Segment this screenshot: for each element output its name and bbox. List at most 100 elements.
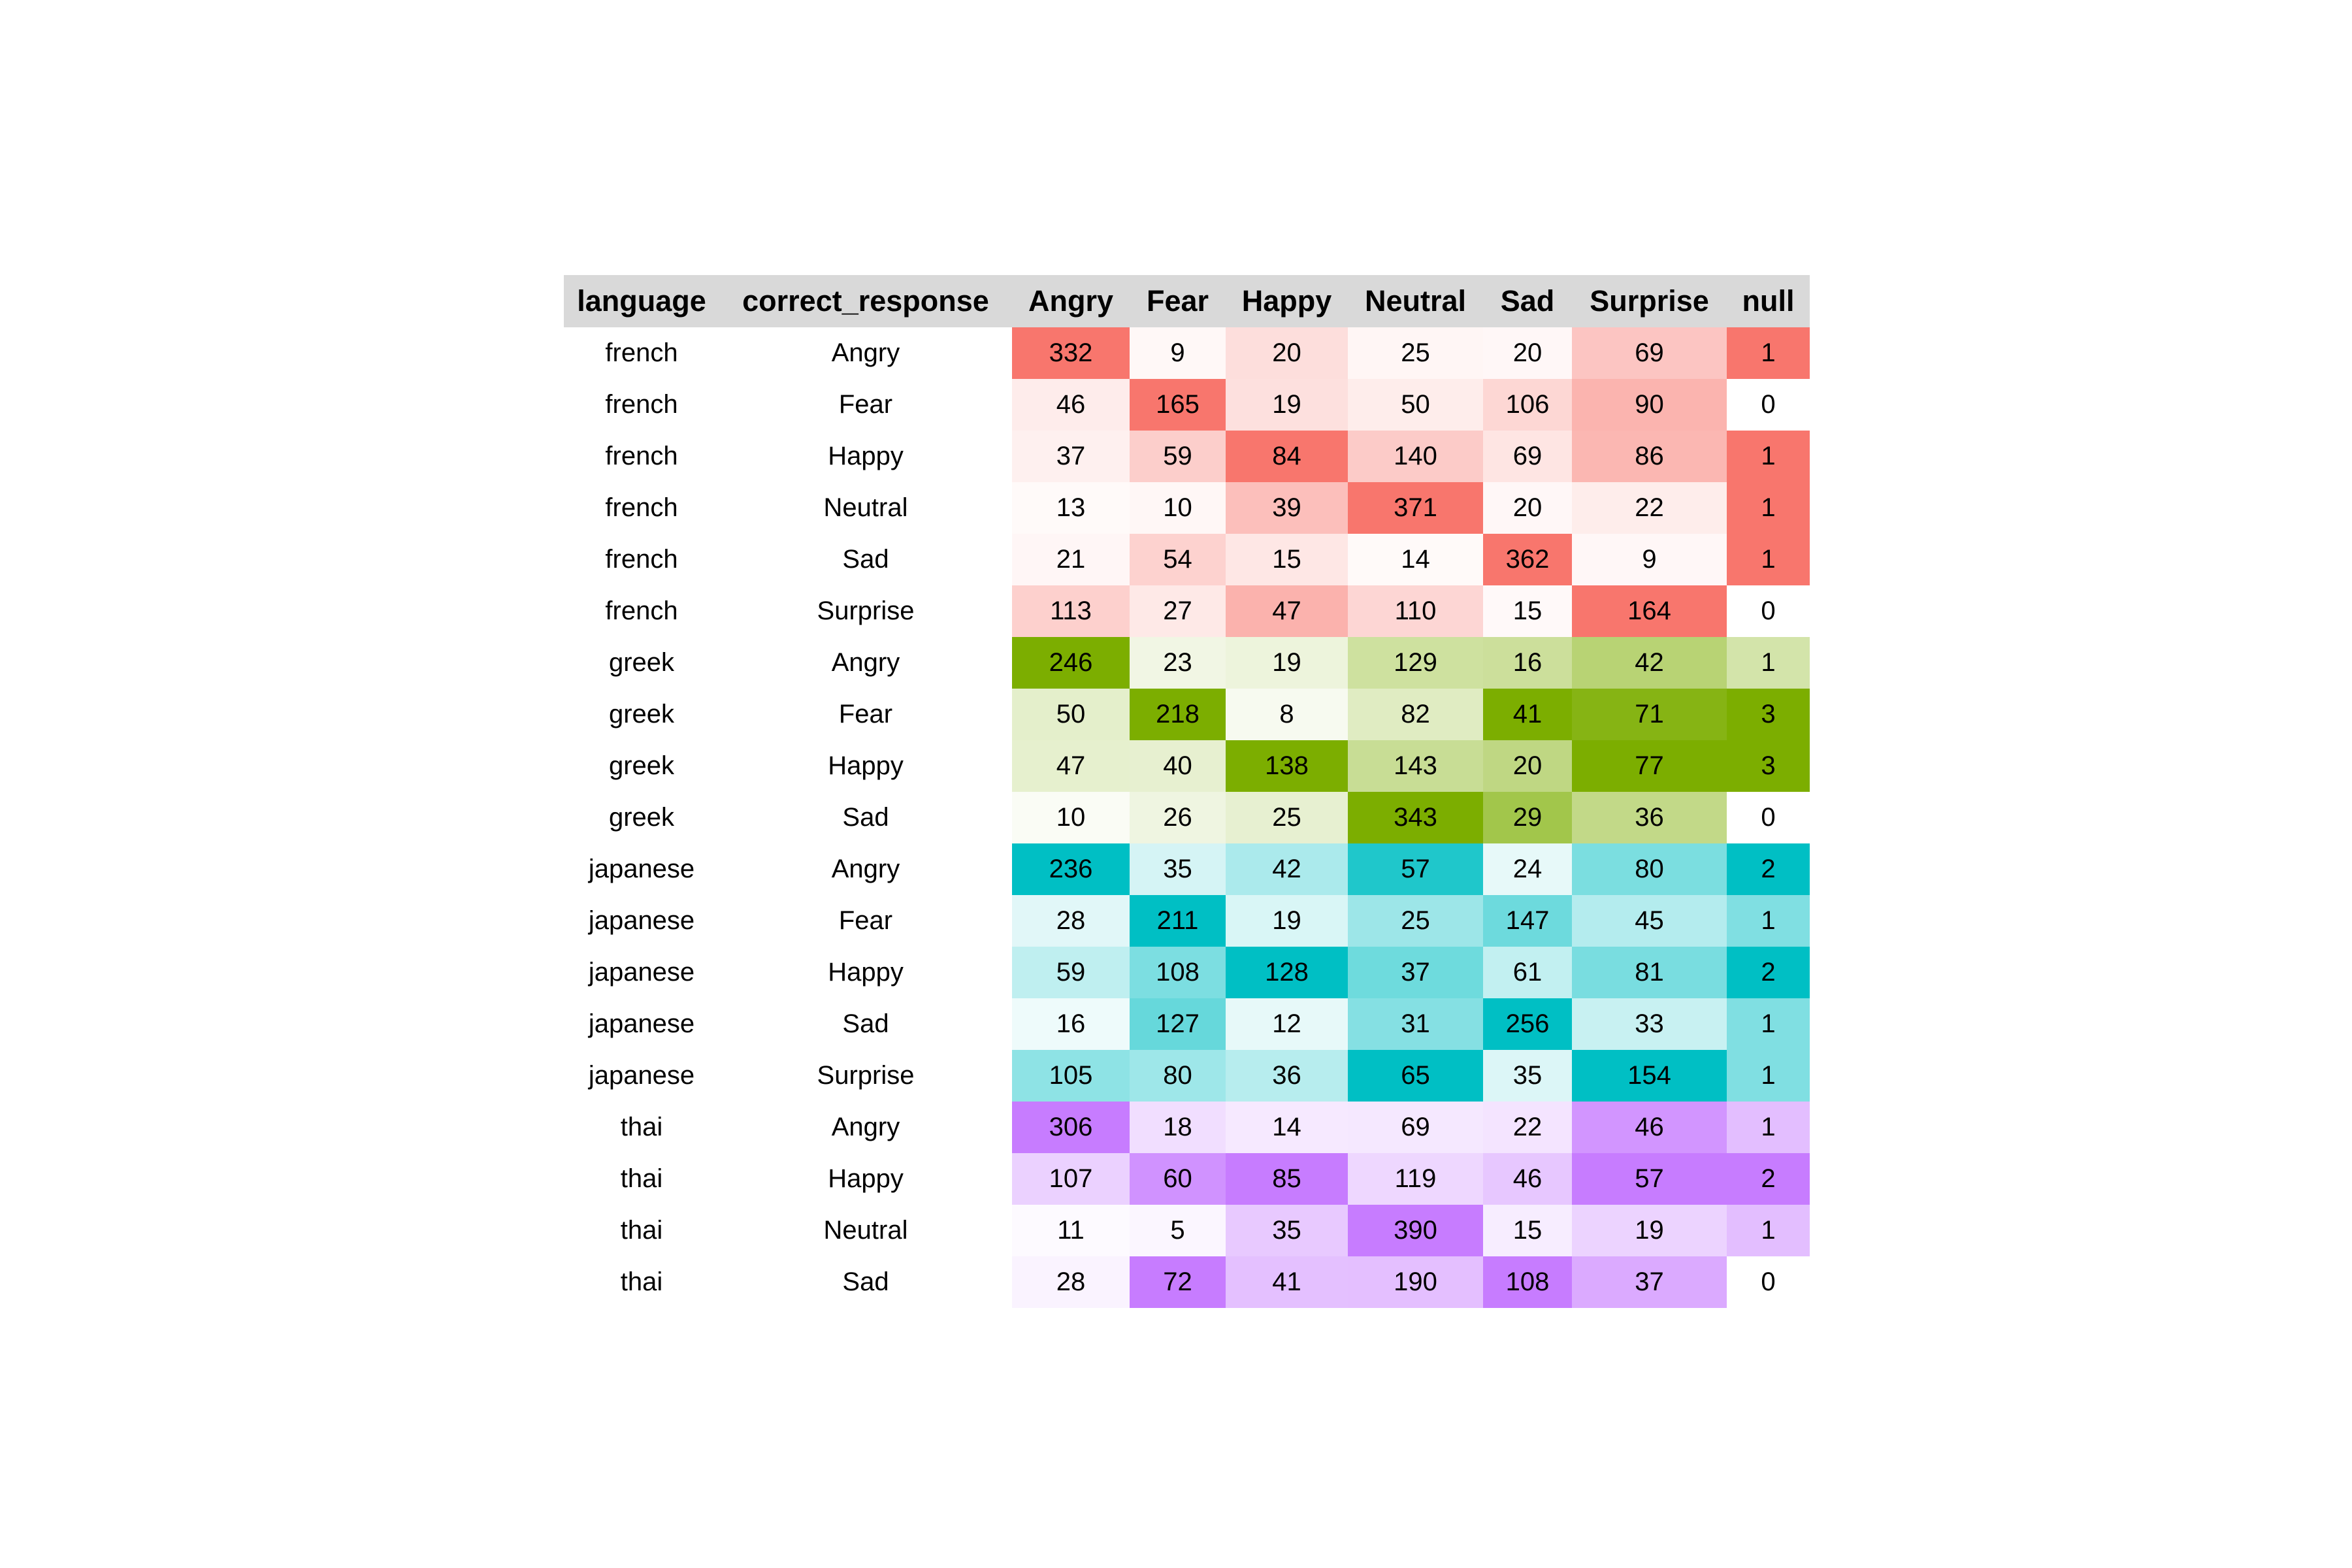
table-row: greek Happy 47 40 138 143 20 77 3 bbox=[564, 740, 1810, 792]
correct-response-cell: Surprise bbox=[817, 596, 915, 625]
heat-cell-happy: 39 bbox=[1226, 482, 1348, 534]
heat-cell-null: 0 bbox=[1727, 792, 1810, 843]
table-row: japanese Sad 16 127 12 31 256 33 1 bbox=[564, 998, 1810, 1050]
heat-cell-surprise: 81 bbox=[1572, 947, 1727, 998]
heat-cell-sad: 16 bbox=[1483, 637, 1572, 689]
heat-cell-neutral: 129 bbox=[1348, 637, 1483, 689]
table-row: japanese Angry 236 35 42 57 24 80 2 bbox=[564, 843, 1810, 895]
heat-cell-fear: 211 bbox=[1130, 895, 1226, 947]
heat-cell-angry: 306 bbox=[1012, 1102, 1130, 1153]
heat-cell-angry: 11 bbox=[1012, 1205, 1130, 1256]
heat-cell-surprise: 33 bbox=[1572, 998, 1727, 1050]
heat-cell-neutral: 371 bbox=[1348, 482, 1483, 534]
header-row: language correct_response Angry Fear Happy Ne… bbox=[564, 275, 1810, 327]
heat-cell-surprise: 45 bbox=[1572, 895, 1727, 947]
heat-cell-neutral: 69 bbox=[1348, 1102, 1483, 1153]
heat-cell-sad: 41 bbox=[1483, 689, 1572, 740]
language-cell: greek bbox=[608, 803, 675, 832]
language-cell: japanese bbox=[588, 1061, 695, 1090]
table-row: french Neutral 13 10 39 371 20 22 1 bbox=[564, 482, 1810, 534]
heat-cell-null: 2 bbox=[1727, 843, 1810, 895]
heat-cell-null: 1 bbox=[1727, 1205, 1810, 1256]
language-cell: french bbox=[605, 442, 678, 470]
heat-cell-angry: 28 bbox=[1012, 1256, 1130, 1308]
column-header-fear: Fear bbox=[1146, 284, 1209, 318]
heat-cell-neutral: 57 bbox=[1348, 843, 1483, 895]
heat-cell-neutral: 31 bbox=[1348, 998, 1483, 1050]
heat-cell-surprise: 57 bbox=[1572, 1153, 1727, 1205]
heat-cell-surprise: 9 bbox=[1572, 534, 1727, 585]
table-row: greek Sad 10 26 25 343 29 36 0 bbox=[564, 792, 1810, 843]
heat-cell-angry: 246 bbox=[1012, 637, 1130, 689]
language-cell: french bbox=[605, 390, 678, 419]
heat-cell-sad: 35 bbox=[1483, 1050, 1572, 1102]
correct-response-cell: Happy bbox=[828, 751, 904, 780]
language-cell: japanese bbox=[588, 958, 695, 987]
correct-response-cell: Sad bbox=[842, 545, 889, 574]
heat-cell-sad: 22 bbox=[1483, 1102, 1572, 1153]
heat-cell-fear: 127 bbox=[1130, 998, 1226, 1050]
column-header-neutral: Neutral bbox=[1364, 284, 1467, 318]
heat-cell-neutral: 119 bbox=[1348, 1153, 1483, 1205]
table-row: greek Fear 50 218 8 82 41 71 3 bbox=[564, 689, 1810, 740]
heat-cell-null: 1 bbox=[1727, 1102, 1810, 1153]
heatmap-table: language correct_response Angry Fear Happy Ne… bbox=[564, 275, 1810, 1308]
heat-cell-happy: 8 bbox=[1226, 689, 1348, 740]
table-row: french Happy 37 59 84 140 69 86 1 bbox=[564, 431, 1810, 482]
table-row: thai Sad 28 72 41 190 108 37 0 bbox=[564, 1256, 1810, 1308]
heat-cell-null: 3 bbox=[1727, 689, 1810, 740]
heat-cell-sad: 147 bbox=[1483, 895, 1572, 947]
language-cell: french bbox=[605, 338, 678, 367]
correct-response-cell: Neutral bbox=[823, 493, 908, 522]
heat-cell-angry: 16 bbox=[1012, 998, 1130, 1050]
heat-cell-surprise: 37 bbox=[1572, 1256, 1727, 1308]
table-row: french Surprise 113 27 47 110 15 164 0 bbox=[564, 585, 1810, 637]
heat-cell-surprise: 46 bbox=[1572, 1102, 1727, 1153]
heat-cell-happy: 138 bbox=[1226, 740, 1348, 792]
heat-cell-surprise: 90 bbox=[1572, 379, 1727, 431]
heat-cell-neutral: 143 bbox=[1348, 740, 1483, 792]
heat-cell-angry: 105 bbox=[1012, 1050, 1130, 1102]
heat-cell-angry: 113 bbox=[1012, 585, 1130, 637]
heat-cell-surprise: 154 bbox=[1572, 1050, 1727, 1102]
heat-cell-null: 1 bbox=[1727, 637, 1810, 689]
table-row: japanese Happy 59 108 128 37 61 81 2 bbox=[564, 947, 1810, 998]
language-cell: thai bbox=[620, 1216, 663, 1245]
language-cell: french bbox=[605, 596, 678, 625]
correct-response-cell: Fear bbox=[838, 906, 893, 935]
correct-response-cell: Sad bbox=[842, 1009, 889, 1038]
heat-cell-neutral: 190 bbox=[1348, 1256, 1483, 1308]
heat-cell-fear: 10 bbox=[1130, 482, 1226, 534]
table-row: french Sad 21 54 15 14 362 9 1 bbox=[564, 534, 1810, 585]
language-cell: thai bbox=[620, 1267, 663, 1296]
language-cell: japanese bbox=[588, 906, 695, 935]
heat-cell-angry: 46 bbox=[1012, 379, 1130, 431]
column-header-correct-response: correct_response bbox=[742, 284, 989, 318]
heat-cell-happy: 20 bbox=[1226, 327, 1348, 379]
heat-cell-null: 1 bbox=[1727, 1050, 1810, 1102]
heat-cell-happy: 84 bbox=[1226, 431, 1348, 482]
heat-cell-null: 0 bbox=[1727, 379, 1810, 431]
heat-cell-sad: 24 bbox=[1483, 843, 1572, 895]
heat-cell-neutral: 25 bbox=[1348, 327, 1483, 379]
heat-cell-angry: 37 bbox=[1012, 431, 1130, 482]
table-row: greek Angry 246 23 19 129 16 42 1 bbox=[564, 637, 1810, 689]
heat-cell-fear: 5 bbox=[1130, 1205, 1226, 1256]
heat-cell-sad: 15 bbox=[1483, 1205, 1572, 1256]
heat-cell-sad: 362 bbox=[1483, 534, 1572, 585]
heat-cell-sad: 256 bbox=[1483, 998, 1572, 1050]
heat-cell-sad: 61 bbox=[1483, 947, 1572, 998]
heat-cell-happy: 12 bbox=[1226, 998, 1348, 1050]
heat-cell-neutral: 140 bbox=[1348, 431, 1483, 482]
heat-cell-surprise: 71 bbox=[1572, 689, 1727, 740]
heat-cell-null: 1 bbox=[1727, 534, 1810, 585]
heat-cell-null: 1 bbox=[1727, 431, 1810, 482]
heat-cell-angry: 21 bbox=[1012, 534, 1130, 585]
heat-cell-null: 1 bbox=[1727, 998, 1810, 1050]
heat-cell-angry: 10 bbox=[1012, 792, 1130, 843]
heat-cell-neutral: 37 bbox=[1348, 947, 1483, 998]
heat-cell-null: 1 bbox=[1727, 327, 1810, 379]
correct-response-cell: Happy bbox=[828, 442, 904, 470]
heat-cell-neutral: 343 bbox=[1348, 792, 1483, 843]
correct-response-cell: Angry bbox=[831, 338, 900, 367]
